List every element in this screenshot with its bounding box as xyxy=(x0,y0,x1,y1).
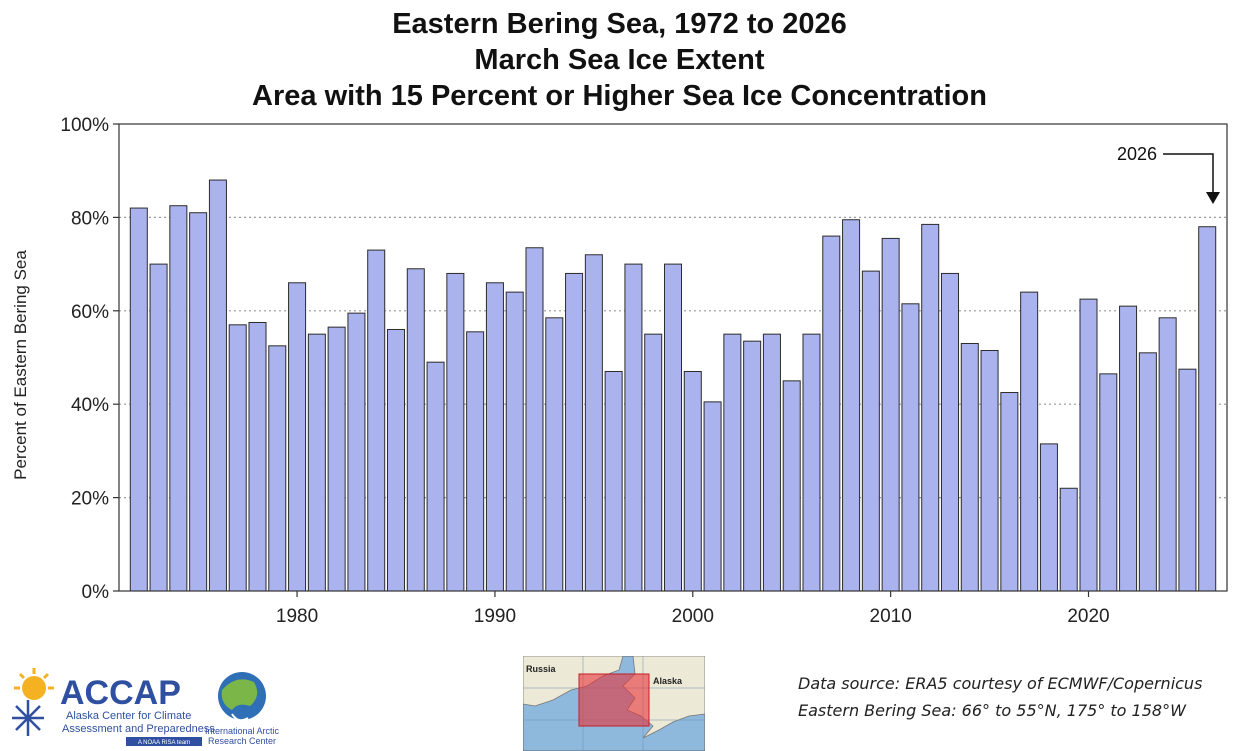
data-source-line-1: Data source: ERA5 courtesy of ECMWF/Cope… xyxy=(798,674,1203,693)
plot-frame xyxy=(118,123,1228,592)
iarc-line-1: International Arctic xyxy=(205,726,280,736)
x-tick-label: 2020 xyxy=(1067,606,1109,627)
annotation-arrowhead xyxy=(1206,192,1220,204)
bar xyxy=(466,331,485,592)
bar xyxy=(1059,487,1078,592)
bar xyxy=(565,272,584,592)
y-tick-label: 0% xyxy=(82,582,110,603)
chart-title-line-1: Eastern Bering Sea, 1972 to 2026 xyxy=(392,8,847,40)
bar xyxy=(327,326,346,592)
bar xyxy=(169,205,188,592)
bar xyxy=(604,371,623,592)
chart-title-line-2: March Sea Ice Extent xyxy=(474,44,765,76)
bar xyxy=(1119,305,1138,592)
x-tick-label: 1980 xyxy=(276,606,318,627)
chart-title: Eastern Bering Sea, 1972 to 2026 March S… xyxy=(0,6,1239,114)
bars xyxy=(129,179,1217,592)
bar xyxy=(1138,352,1157,592)
accap-line-2: Assessment and Preparedness xyxy=(62,723,215,735)
region-map: Russia Alaska xyxy=(523,656,705,751)
accap-tagline: A NOAA RISA team xyxy=(138,740,190,746)
bar xyxy=(1158,317,1177,592)
bar xyxy=(683,371,702,592)
bar xyxy=(268,345,287,592)
y-tick-label: 80% xyxy=(71,208,109,229)
bar xyxy=(485,282,504,592)
bar xyxy=(1020,291,1039,592)
bar xyxy=(723,333,742,592)
bar xyxy=(545,317,564,592)
sun-snowflake-icon xyxy=(12,668,54,736)
bar xyxy=(980,349,999,592)
bar xyxy=(149,263,168,592)
bar xyxy=(406,268,425,592)
bar xyxy=(901,303,920,592)
map-label-alaska: Alaska xyxy=(653,676,683,686)
bar xyxy=(1000,392,1019,592)
bar xyxy=(743,340,762,592)
iarc-line-2: Research Center xyxy=(208,736,276,746)
bar xyxy=(881,237,900,592)
bar xyxy=(822,235,841,592)
bar xyxy=(525,247,544,592)
bar xyxy=(1079,298,1098,592)
bar xyxy=(505,291,524,592)
bar xyxy=(129,207,148,592)
bar xyxy=(663,263,683,592)
bar xyxy=(1039,443,1058,592)
bar xyxy=(367,249,386,592)
bar xyxy=(1178,368,1197,592)
bar xyxy=(861,270,880,592)
bar xyxy=(644,333,663,592)
x-tick-label: 1990 xyxy=(474,606,516,627)
bar xyxy=(1099,373,1118,592)
bar xyxy=(960,342,979,592)
bar xyxy=(802,333,821,592)
bar xyxy=(288,282,307,592)
bar xyxy=(228,324,247,592)
y-tick-label: 20% xyxy=(71,489,109,510)
iarc-globe-icon xyxy=(218,672,266,722)
bar xyxy=(189,212,208,592)
chart-title-line-3: Area with 15 Percent or Higher Sea Ice C… xyxy=(252,80,987,112)
bar xyxy=(386,328,406,592)
data-source-line-2: Eastern Bering Sea: 66° to 55°N, 175° to… xyxy=(798,701,1186,720)
annotation-label: 2026 xyxy=(1117,144,1157,164)
bar xyxy=(248,321,267,592)
annotation-2026: 2026 xyxy=(1117,144,1220,204)
x-tick-label: 2000 xyxy=(672,606,714,627)
accap-wordmark: ACCAP xyxy=(60,674,181,712)
y-tick-label: 100% xyxy=(60,115,109,136)
bar xyxy=(921,223,940,592)
bar xyxy=(446,272,465,592)
data-source-note: Data source: ERA5 courtesy of ECMWF/Cope… xyxy=(798,670,1202,724)
bar xyxy=(1198,226,1217,592)
bar xyxy=(703,401,722,592)
y-tick-label: 40% xyxy=(71,395,109,416)
accap-iarc-logos: ACCAP Alaska Center for Climate Assessme… xyxy=(12,668,280,746)
map-label-russia: Russia xyxy=(526,664,557,674)
y-tick-label: 60% xyxy=(71,302,109,323)
annotation-arrow xyxy=(1163,153,1214,198)
axes: 0% 20% 40% 60% 80% 100% 1980 1990 2000 2010 2020 xyxy=(60,115,1228,627)
bar xyxy=(782,380,801,592)
bar xyxy=(307,333,326,592)
bar xyxy=(347,312,366,592)
bar xyxy=(842,219,861,592)
accap-line-1: Alaska Center for Climate xyxy=(66,710,191,722)
study-region-highlight xyxy=(578,673,650,727)
bar xyxy=(762,333,781,592)
bar xyxy=(940,272,960,592)
bar xyxy=(584,254,603,592)
bar xyxy=(426,361,445,592)
y-axis-label: Percent of Eastern Bering Sea xyxy=(11,250,30,480)
x-tick-label: 2010 xyxy=(870,606,912,627)
bar xyxy=(624,263,643,592)
bar xyxy=(208,179,227,592)
